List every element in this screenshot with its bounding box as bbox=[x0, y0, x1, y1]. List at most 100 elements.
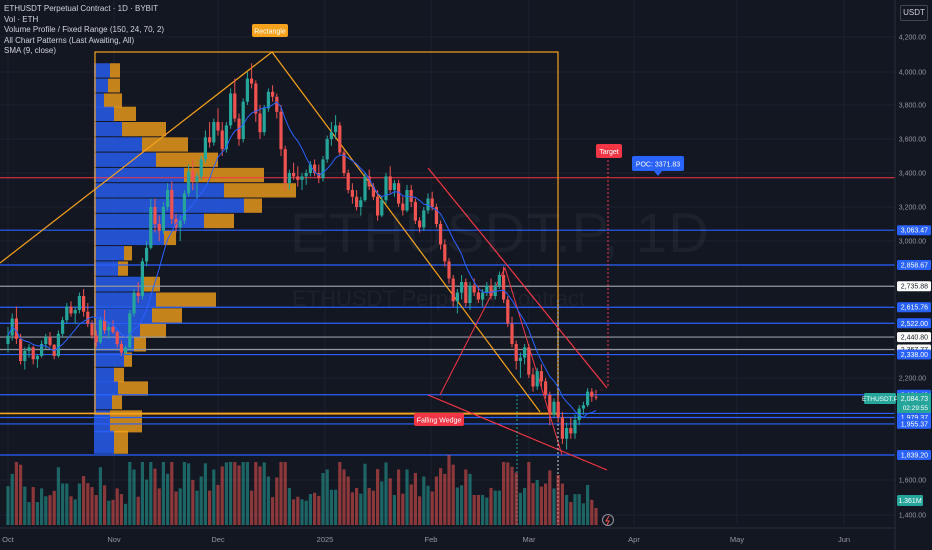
candle-body-118 bbox=[502, 275, 506, 300]
volume-bar-45 bbox=[195, 490, 199, 525]
indicator-volume[interactable]: Vol · ETH bbox=[4, 14, 39, 24]
candle-body-130 bbox=[552, 401, 556, 415]
profile-buy-20 bbox=[94, 367, 114, 383]
candle-body-15 bbox=[69, 306, 73, 314]
volume-bar-46 bbox=[199, 476, 203, 525]
candle-body-29 bbox=[128, 313, 132, 348]
candle-body-128 bbox=[544, 381, 548, 395]
rectangle-pattern bbox=[94, 51, 559, 415]
indicator-sma[interactable]: SMA (9, close) bbox=[4, 46, 57, 55]
candle-body-95 bbox=[405, 190, 409, 211]
candle-body-57 bbox=[245, 78, 249, 102]
volume-bar-91 bbox=[388, 478, 392, 525]
watermark-symbol: ETHUSDT.P, 1D bbox=[290, 200, 710, 265]
candle-body-134 bbox=[569, 428, 573, 434]
candle-body-139 bbox=[590, 391, 594, 397]
profile-sell-12 bbox=[124, 246, 132, 261]
profile-sell-2 bbox=[104, 93, 122, 108]
candle-body-109 bbox=[464, 282, 468, 303]
level-label-1: 2,858.67 bbox=[901, 263, 928, 270]
volume-bar-67 bbox=[287, 487, 291, 525]
candle-body-82 bbox=[350, 190, 354, 197]
currency-button[interactable]: USDT bbox=[900, 5, 928, 21]
volume-bar-102 bbox=[434, 476, 438, 525]
volume-bar-129 bbox=[548, 470, 552, 525]
candle-body-73 bbox=[313, 164, 317, 173]
volume-bar-55 bbox=[237, 465, 241, 525]
volume-bar-124 bbox=[527, 462, 531, 525]
candle-body-30 bbox=[132, 292, 136, 314]
level-label-bg-2 bbox=[897, 281, 931, 292]
volume-bar-106 bbox=[451, 464, 455, 525]
volume-bar-82 bbox=[350, 492, 354, 525]
candle-body-59 bbox=[254, 83, 258, 114]
profile-sell-18 bbox=[134, 337, 146, 352]
candle-body-13 bbox=[61, 320, 65, 334]
volume-bar-94 bbox=[401, 493, 405, 525]
candle-body-36 bbox=[157, 224, 161, 231]
falling-wedge-tag-text: Falling Wedge bbox=[417, 418, 462, 425]
volume-bar-24 bbox=[107, 500, 111, 525]
candle-body-63 bbox=[271, 91, 275, 97]
volume-bar-130 bbox=[552, 488, 556, 525]
candle-body-93 bbox=[397, 183, 401, 204]
volume-bar-18 bbox=[82, 476, 86, 525]
volume-bar-12 bbox=[56, 467, 60, 525]
volume-bar-98 bbox=[418, 496, 422, 525]
profile-buy-24 bbox=[94, 430, 114, 454]
volume-bar-118 bbox=[502, 462, 506, 525]
profile-sell-6 bbox=[156, 152, 218, 167]
candle-body-3 bbox=[19, 338, 23, 361]
candle-body-90 bbox=[384, 176, 388, 201]
candle-body-28 bbox=[124, 347, 128, 353]
candle-body-58 bbox=[250, 78, 254, 84]
volume-bar-85 bbox=[363, 463, 367, 525]
volume-bar-38 bbox=[166, 473, 170, 525]
volume-bar-68 bbox=[292, 499, 296, 525]
candle-body-132 bbox=[560, 417, 564, 439]
volume-bar-81 bbox=[346, 476, 350, 525]
volume-bar-39 bbox=[170, 462, 174, 525]
candle-body-120 bbox=[510, 323, 514, 344]
candle-body-61 bbox=[262, 108, 266, 133]
volume-bar-51 bbox=[220, 466, 224, 525]
indicator-volume-profile[interactable]: Volume Profile / Fixed Range (150, 24, 7… bbox=[4, 25, 165, 34]
time-label-1: Nov bbox=[107, 535, 121, 544]
price-tick-4: 3,400.00 bbox=[899, 171, 926, 178]
candle-body-16 bbox=[73, 310, 77, 314]
price-tick-3: 3,600.00 bbox=[899, 137, 926, 144]
volume-bar-114 bbox=[485, 497, 489, 525]
profile-buy-15 bbox=[94, 292, 156, 308]
profile-sell-23 bbox=[110, 410, 142, 433]
candle-body-54 bbox=[233, 93, 237, 119]
volume-bar-5 bbox=[27, 502, 31, 525]
target-tag-text: Target bbox=[599, 149, 619, 156]
volume-value: 1.361M bbox=[898, 498, 922, 505]
candle-body-106 bbox=[451, 278, 455, 302]
candle-body-47 bbox=[203, 137, 207, 160]
volume-bar-88 bbox=[376, 469, 380, 525]
candles bbox=[6, 63, 598, 450]
volume-bar-119 bbox=[506, 462, 510, 525]
profile-buy-21 bbox=[94, 381, 118, 396]
candle-body-96 bbox=[409, 190, 413, 202]
volume-bar-40 bbox=[174, 491, 178, 525]
profile-sell-13 bbox=[118, 261, 128, 276]
last-price-bg bbox=[897, 393, 931, 413]
volume-bar-73 bbox=[313, 492, 317, 525]
volume-bar-139 bbox=[590, 499, 594, 525]
volume-bar-17 bbox=[77, 483, 81, 525]
candle-body-123 bbox=[523, 347, 527, 358]
time-label-5: Mar bbox=[523, 535, 536, 544]
indicator-chart-patterns[interactable]: All Chart Patterns (Last Awaiting, All) bbox=[4, 35, 135, 45]
candle-body-24 bbox=[107, 327, 111, 331]
volume-bar-33 bbox=[145, 479, 149, 525]
volume-bar-74 bbox=[317, 495, 321, 525]
chart-title[interactable]: ETHUSDT Perpetual Contract · 1D · BYBIT bbox=[4, 4, 159, 13]
profile-buy-11 bbox=[94, 230, 164, 246]
volume-bar-99 bbox=[422, 476, 426, 525]
volume-bar-23 bbox=[103, 485, 107, 525]
candle-body-14 bbox=[65, 306, 69, 321]
profile-sell-7 bbox=[184, 167, 264, 183]
